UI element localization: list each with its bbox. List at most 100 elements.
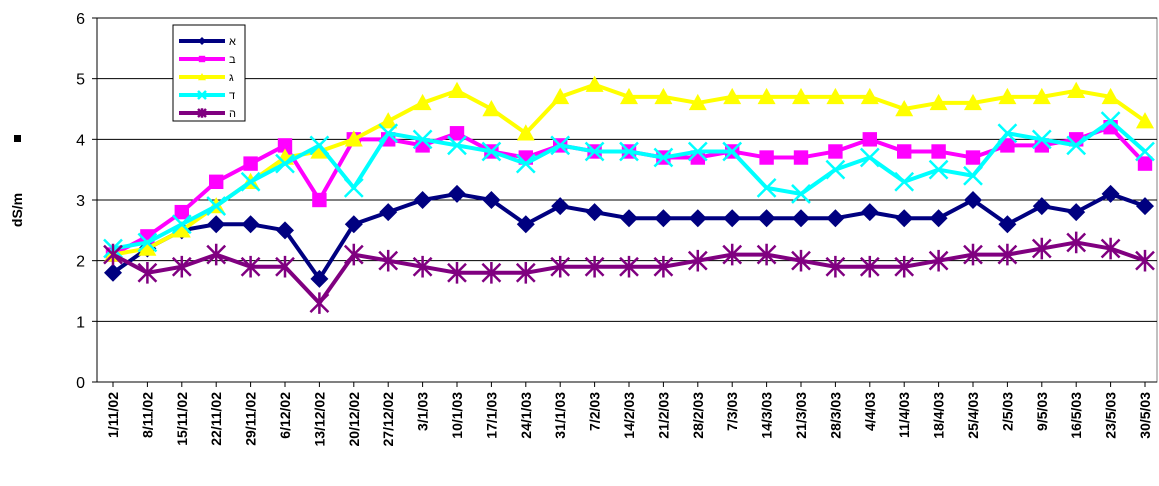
x-tick-label: 3/1/03 (415, 392, 431, 431)
x-tick-label: 13/12/02 (311, 392, 327, 447)
data-point (481, 262, 502, 284)
legend-label: א (229, 36, 236, 48)
data-point (1067, 203, 1086, 222)
data-point (209, 174, 224, 189)
legend-item: ב (179, 54, 236, 66)
legend-label: ג (229, 72, 234, 84)
data-point (894, 171, 915, 192)
data-point (688, 209, 707, 228)
y-tick-label: 5 (76, 72, 85, 89)
data-point (276, 221, 294, 240)
data-point (929, 209, 948, 228)
x-tick-label: 4/4/03 (862, 392, 878, 431)
data-point (309, 135, 330, 156)
data-point (344, 215, 363, 234)
x-tick-label: 30/5/03 (1137, 392, 1153, 439)
x-tick-label: 6/12/02 (277, 392, 293, 439)
data-point (1066, 135, 1087, 156)
data-point (792, 209, 810, 228)
legend-label: ב (229, 54, 236, 66)
x-tick-label: 8/11/02 (139, 392, 155, 438)
data-point (723, 87, 742, 105)
x-tick-label: 15/11/02 (174, 392, 190, 446)
data-point (997, 123, 1018, 144)
data-point (791, 184, 811, 204)
legend-item: ג (179, 72, 234, 84)
data-point (1031, 237, 1052, 260)
data-point (860, 203, 879, 222)
y-tick-label: 1 (76, 314, 85, 331)
data-point (791, 249, 811, 272)
y-tick-label: 4 (76, 132, 85, 149)
data-point (688, 93, 707, 111)
x-tick-label: 24/1/03 (518, 392, 534, 439)
x-tick-label: 14/2/03 (621, 392, 637, 439)
data-point (825, 159, 846, 180)
data-point (1000, 138, 1015, 153)
data-point (757, 87, 776, 105)
data-point (759, 150, 774, 165)
square-bullet-icon (14, 135, 21, 142)
data-point (1101, 87, 1120, 105)
data-point (1067, 81, 1086, 98)
legend-marker (197, 90, 207, 100)
data-point (895, 100, 914, 117)
x-tick-label: 28/3/03 (827, 392, 843, 439)
data-point (687, 249, 708, 272)
data-point (860, 87, 879, 105)
data-point (1100, 237, 1121, 260)
legend-marker (198, 37, 206, 45)
data-point (206, 196, 227, 216)
data-point (653, 255, 674, 278)
data-point (931, 144, 946, 159)
legend-item: ה (179, 108, 236, 120)
series-group (103, 75, 1155, 314)
data-point (998, 87, 1017, 105)
x-tick-label: 28/2/03 (690, 392, 706, 439)
x-tick-label: 29/11/02 (243, 392, 259, 446)
x-tick-label: 18/4/03 (931, 392, 947, 439)
x-tick-label: 1/11/02 (105, 392, 121, 438)
data-point (619, 255, 639, 278)
y-tick-label: 6 (76, 11, 85, 28)
data-point (620, 87, 638, 105)
data-point (1100, 111, 1121, 132)
data-point (687, 141, 708, 162)
x-tick-label: 25/4/03 (965, 392, 981, 439)
data-point (859, 255, 880, 278)
data-point (1136, 112, 1154, 129)
data-point (929, 93, 948, 111)
data-point (793, 150, 809, 165)
legend-item: ד (179, 90, 235, 102)
data-point (551, 87, 570, 105)
data-point (998, 215, 1017, 234)
data-point (448, 184, 466, 203)
data-point (550, 135, 571, 156)
data-point (1032, 197, 1051, 216)
data-point (723, 209, 742, 228)
series-4 (103, 111, 1155, 259)
x-tick-label: 21/3/03 (793, 392, 809, 439)
y-tick-label: 3 (76, 193, 85, 210)
x-tick-label: 21/2/03 (655, 392, 671, 439)
data-point (379, 203, 398, 222)
data-point (515, 262, 536, 284)
y-axis-ticks: 0 1 2 3 4 5 6 (76, 11, 97, 392)
data-point (620, 209, 638, 228)
legend-marker (198, 73, 206, 81)
data-point (619, 141, 639, 162)
data-point (756, 177, 777, 198)
data-point (1135, 249, 1155, 272)
data-point (447, 262, 467, 284)
data-point (826, 209, 845, 228)
x-tick-label: 31/1/03 (552, 392, 568, 439)
y-axis-label: dS/m (9, 193, 25, 227)
x-tick-label: 7/3/03 (724, 392, 740, 431)
data-point (413, 191, 432, 209)
data-point (1031, 129, 1052, 150)
data-point (413, 93, 432, 111)
data-point (481, 141, 502, 162)
data-point (482, 100, 501, 117)
